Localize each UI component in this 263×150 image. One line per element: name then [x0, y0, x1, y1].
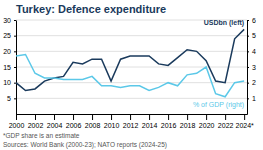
y2-tick: 1 — [247, 95, 256, 102]
y2-tick-mark — [247, 20, 249, 21]
x-tick: 2018 — [180, 114, 196, 129]
y2-tick-mark — [247, 36, 249, 37]
x-tick-mark — [187, 114, 188, 120]
y2-tick-label: 1 — [252, 95, 256, 102]
x-tick-label: 2008 — [85, 122, 101, 129]
x-tick-mark — [130, 114, 131, 120]
y-tick-mark — [14, 20, 16, 21]
y2-axis-line — [247, 21, 248, 115]
y-tick-mark — [14, 83, 16, 84]
x-tick-mark — [168, 114, 169, 120]
y2-tick-mark — [247, 67, 249, 68]
x-axis: 2000200220042006200820102012201420162018… — [9, 114, 254, 129]
y-tick-label: 20 — [3, 48, 11, 55]
x-tick-label: 2012 — [123, 122, 139, 129]
x-tick-mark — [54, 114, 55, 120]
x-tick: 2022 — [218, 114, 234, 129]
grid-line — [16, 67, 247, 68]
x-tick-mark — [225, 114, 226, 120]
grid — [16, 20, 247, 98]
x-tick-label: 2014 — [142, 122, 158, 129]
series-line — [16, 29, 244, 90]
y-tick-mark — [14, 36, 16, 37]
x-tick-label: 2000 — [9, 122, 25, 129]
x-tick-mark — [16, 114, 17, 120]
y2-tick: 5 — [247, 32, 256, 39]
y2-tick-label: 6 — [252, 17, 256, 24]
y-tick-label: 15 — [3, 64, 11, 71]
x-tick-mark — [92, 114, 93, 120]
x-tick-label: 2022 — [218, 122, 234, 129]
x-tick-label: 2024* — [235, 122, 254, 129]
grid-line — [16, 98, 247, 99]
x-tick-mark — [111, 114, 112, 120]
x-tick: 2024* — [235, 114, 254, 129]
x-tick: 2006 — [66, 114, 82, 129]
line-label: % of GDP (right) — [193, 101, 244, 109]
y-tick-mark — [14, 67, 16, 68]
source: Sources: World Bank (2000-23); NATO repo… — [3, 141, 167, 149]
y-tick-mark — [14, 98, 16, 99]
y2-tick-mark — [247, 51, 249, 52]
x-tick-label: 2004 — [47, 122, 63, 129]
y-tick-mark — [14, 51, 16, 52]
y2-tick-label: 4 — [252, 48, 256, 55]
x-tick: 2012 — [123, 114, 139, 129]
x-tick-label: 2006 — [66, 122, 82, 129]
x-tick-label: 2016 — [161, 122, 177, 129]
x-tick: 2002 — [28, 114, 44, 129]
y2-axis: 1 2 3 4 5 6 — [247, 17, 256, 115]
y-axis-line — [16, 21, 17, 115]
y-tick: 25 — [3, 32, 16, 39]
line-label: USDbn (left) — [204, 19, 244, 27]
x-tick-mark — [206, 114, 207, 120]
y-tick: 20 — [3, 48, 16, 55]
x-tick: 2010 — [104, 114, 120, 129]
x-tick-label: 2010 — [104, 122, 120, 129]
y2-tick-mark — [247, 83, 249, 84]
x-tick: 2014 — [142, 114, 158, 129]
y-tick-label: 25 — [3, 32, 11, 39]
x-tick: 2000 — [9, 114, 25, 129]
y-tick: 10 — [3, 79, 16, 86]
y2-tick: 4 — [247, 48, 256, 55]
grid-line — [16, 35, 247, 36]
plot: 2000200220042006200820102012201420162018… — [3, 17, 256, 129]
x-tick-mark — [35, 114, 36, 120]
footnote: *GDP share is an estimate — [3, 132, 80, 139]
y2-tick-label: 3 — [252, 64, 256, 71]
x-tick: 2020 — [199, 114, 215, 129]
y2-tick-mark — [247, 98, 249, 99]
x-tick-mark — [73, 114, 74, 120]
y-tick: 30 — [3, 17, 16, 24]
x-tick: 2004 — [47, 114, 63, 129]
x-tick-label: 2020 — [199, 122, 215, 129]
chart: 2000200220042006200820102012201420162018… — [0, 0, 263, 150]
title: Turkey: Defence expenditure — [16, 3, 166, 15]
x-tick: 2016 — [161, 114, 177, 129]
line-labels: USDbn (left) % of GDP (right) — [193, 19, 244, 108]
y2-tick: 6 — [247, 17, 256, 24]
y-tick: 5 — [7, 95, 16, 102]
y2-tick-label: 2 — [252, 79, 256, 86]
y2-tick: 3 — [247, 64, 256, 71]
y2-tick: 2 — [247, 79, 256, 86]
lines — [16, 29, 244, 96]
x-tick-label: 2018 — [180, 122, 196, 129]
x-tick-mark — [149, 114, 150, 120]
y-axis: 5 10 15 20 25 30 — [3, 17, 16, 115]
grid-line — [16, 51, 247, 52]
y2-tick-label: 5 — [252, 32, 256, 39]
y-tick: 15 — [3, 64, 16, 71]
series-line — [16, 54, 244, 96]
y-tick-label: 10 — [3, 79, 11, 86]
x-axis-line — [17, 114, 248, 115]
x-tick-label: 2002 — [28, 122, 44, 129]
x-tick-mark — [244, 114, 245, 120]
y-tick-label: 5 — [7, 95, 11, 102]
x-tick: 2008 — [85, 114, 101, 129]
y-tick-label: 30 — [3, 17, 11, 24]
